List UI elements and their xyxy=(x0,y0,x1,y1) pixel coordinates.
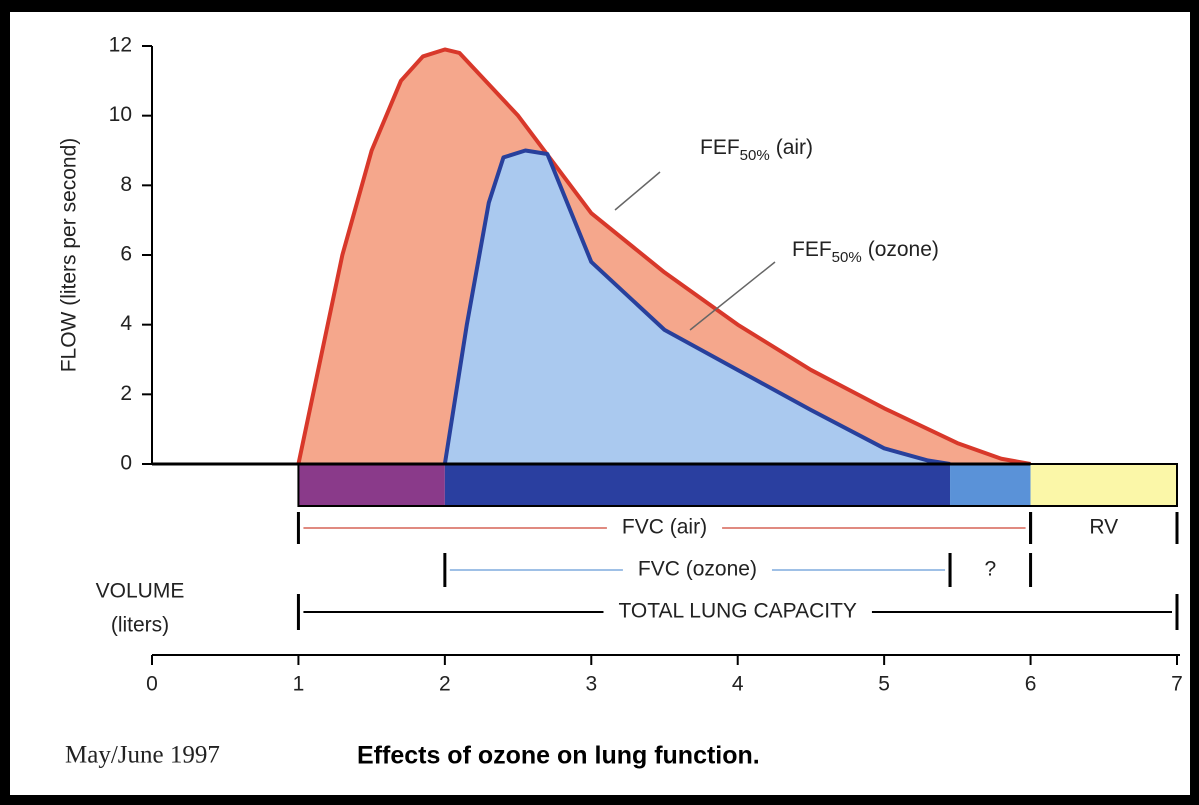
span-label: FVC (air) xyxy=(622,516,707,539)
x-tick-label: 1 xyxy=(293,673,305,696)
line xyxy=(296,47,1031,466)
annotation-suffix: (air) xyxy=(776,136,813,159)
line xyxy=(442,148,951,466)
span-label: RV xyxy=(1089,516,1118,539)
x-tick-label: 4 xyxy=(732,673,744,696)
volume-segment xyxy=(298,464,445,506)
y-axis-label: FLOW (liters per second) xyxy=(58,138,81,373)
span-label: TOTAL LUNG CAPACITY xyxy=(618,600,856,623)
leader-line xyxy=(689,261,776,331)
leader-line xyxy=(614,171,661,211)
area xyxy=(444,150,951,464)
x-tick-label: 3 xyxy=(585,673,597,696)
annotation-suffix: (ozone) xyxy=(868,238,939,261)
volume-segment xyxy=(1030,464,1177,506)
span-label: ? xyxy=(984,558,996,581)
annotation-text: FEF xyxy=(700,136,740,159)
annotation-text: FEF xyxy=(792,238,832,261)
y-tick-label: 10 xyxy=(109,103,132,126)
caption: Effects of ozone on lung function. xyxy=(357,742,760,770)
x-tick-label: 5 xyxy=(878,673,890,696)
y-tick-label: 12 xyxy=(109,34,132,57)
x-tick-label: 2 xyxy=(439,673,451,696)
annotation: FEF50% (air) xyxy=(700,136,813,164)
x-axis-label: VOLUME xyxy=(96,580,185,603)
annotation-sub: 50% xyxy=(832,249,862,266)
annotation: FEF50% (ozone) xyxy=(792,238,939,266)
x-tick-label: 0 xyxy=(146,673,158,696)
x-tick-label: 7 xyxy=(1171,673,1183,696)
volume-segment xyxy=(950,464,1031,506)
source: May/June 1997 xyxy=(65,742,220,769)
y-tick-label: 4 xyxy=(120,312,132,335)
y-tick-label: 2 xyxy=(120,382,132,405)
y-tick-label: 6 xyxy=(120,243,132,266)
x-tick-label: 6 xyxy=(1025,673,1037,696)
span-label: FVC (ozone) xyxy=(638,558,757,581)
y-tick-label: 8 xyxy=(120,173,132,196)
x-axis-label: (liters) xyxy=(111,614,169,637)
y-tick-label: 0 xyxy=(120,452,132,475)
annotation-sub: 50% xyxy=(740,147,770,164)
volume-segment xyxy=(444,464,951,506)
